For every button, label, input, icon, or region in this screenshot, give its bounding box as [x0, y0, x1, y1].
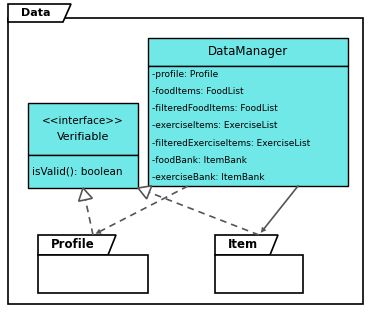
Text: Verifiable: Verifiable [57, 132, 109, 142]
Text: Item: Item [227, 238, 257, 251]
Polygon shape [79, 188, 92, 201]
Text: -filteredExerciseItems: ExerciseList: -filteredExerciseItems: ExerciseList [152, 139, 310, 148]
Polygon shape [38, 235, 116, 255]
Bar [215, 255, 303, 293]
Text: -foodItems: FoodList: -foodItems: FoodList [152, 87, 244, 96]
Polygon shape [215, 235, 278, 255]
Text: -exerciseBank: ItemBank: -exerciseBank: ItemBank [152, 173, 265, 182]
Text: -foodBank: ItemBank: -foodBank: ItemBank [152, 156, 247, 165]
Bar [28, 103, 138, 155]
Text: Data: Data [21, 8, 50, 18]
Text: Profile: Profile [51, 238, 95, 251]
Text: -filteredFoodItems: FoodList: -filteredFoodItems: FoodList [152, 104, 278, 113]
Text: <<interface>>: <<interface>> [42, 116, 124, 126]
Bar [28, 155, 138, 188]
Bar [148, 38, 348, 66]
Text: isValid(): boolean: isValid(): boolean [32, 166, 123, 177]
Bar [148, 66, 348, 186]
Text: -exerciseItems: ExerciseList: -exerciseItems: ExerciseList [152, 121, 277, 131]
Text: -profile: Profile: -profile: Profile [152, 70, 218, 79]
Polygon shape [8, 4, 71, 22]
Bar [38, 255, 148, 293]
Polygon shape [138, 186, 152, 199]
Text: DataManager: DataManager [208, 46, 288, 59]
